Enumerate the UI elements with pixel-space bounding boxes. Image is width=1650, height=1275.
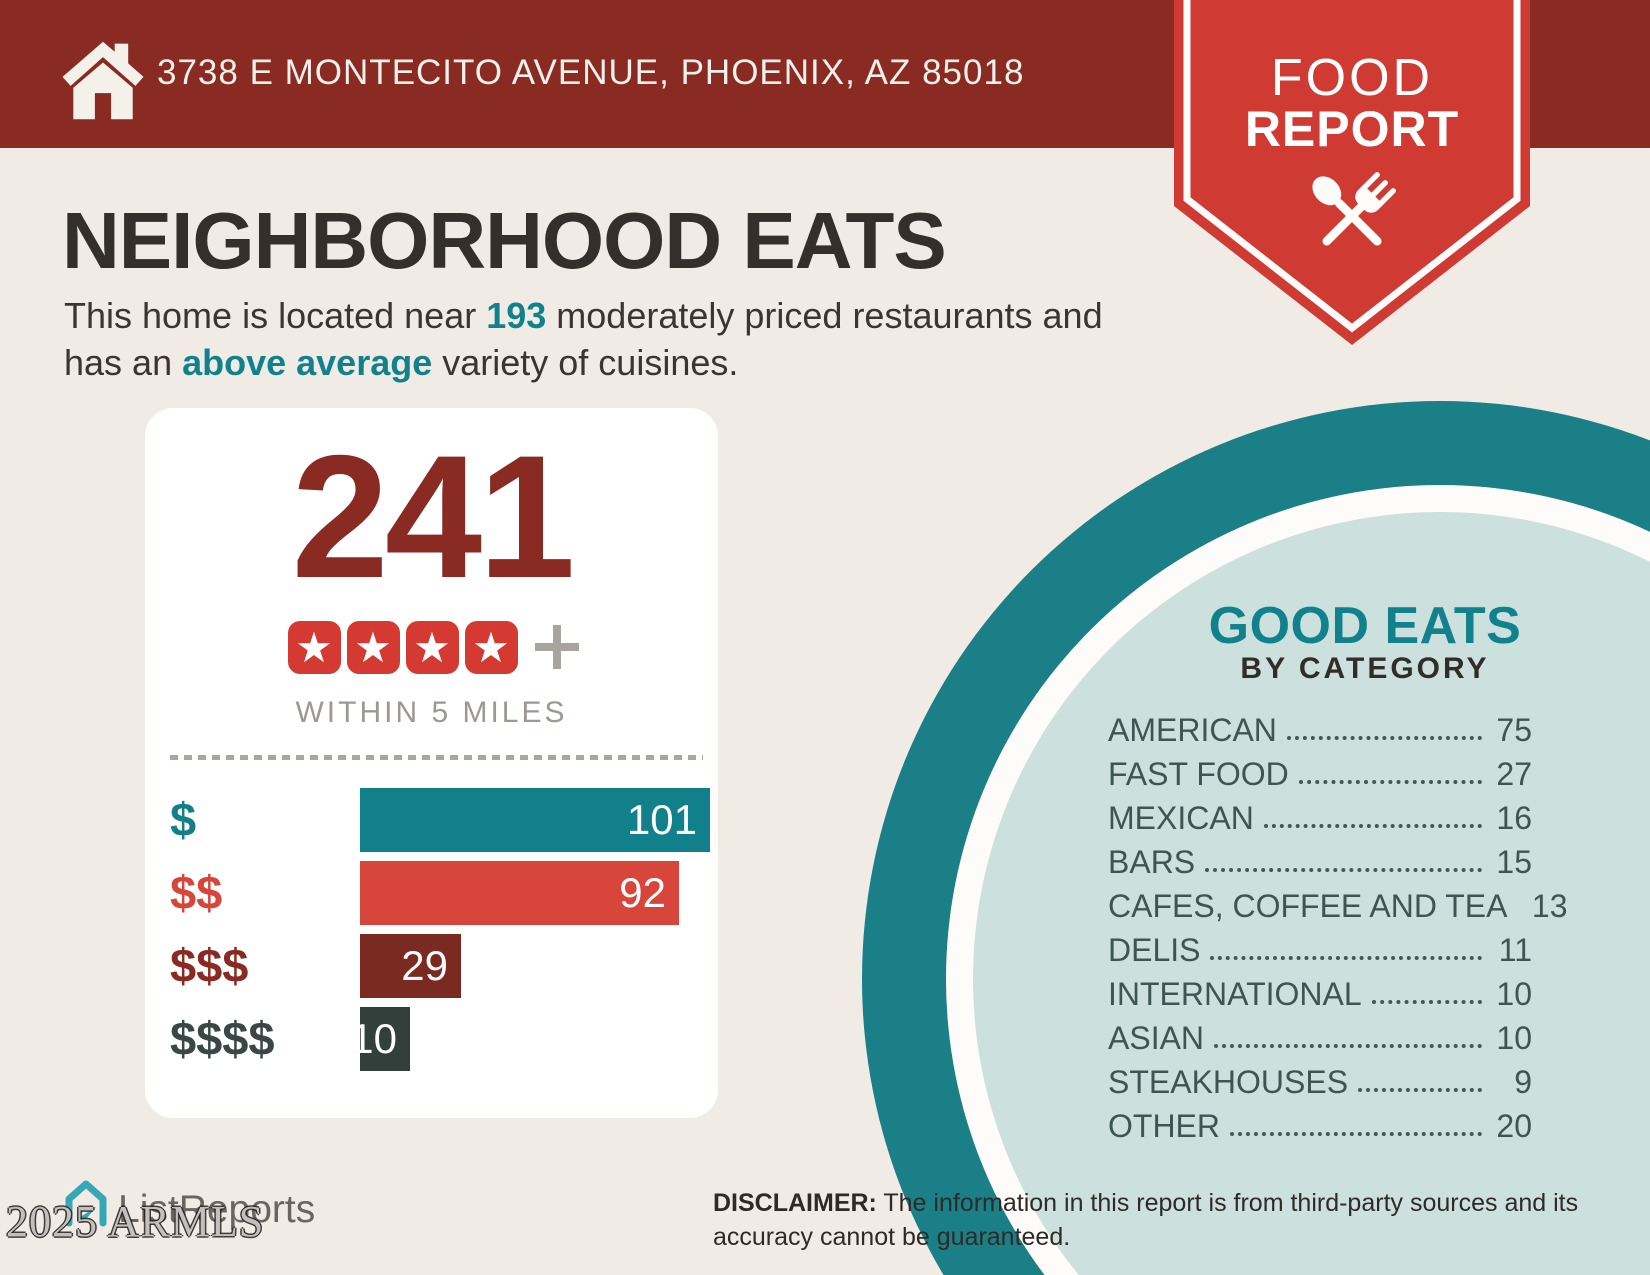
- category-label: OTHER: [1108, 1108, 1220, 1144]
- category-row: STEAKHOUSES 9: [1108, 1058, 1532, 1102]
- page-title: NEIGHBORHOOD EATS: [62, 196, 947, 285]
- category-label: FAST FOOD: [1108, 756, 1289, 792]
- price-bar-value: 29: [401, 942, 448, 989]
- intro-mid1: moderately priced restaurants and: [546, 295, 1103, 336]
- price-row: $$$ 29: [145, 934, 718, 998]
- ribbon-title-line2: REPORT: [1244, 101, 1460, 157]
- spoon-fork-icon: [1312, 172, 1396, 246]
- disclaimer-label: DISCLAIMER:: [713, 1189, 877, 1217]
- category-count: 11: [1498, 932, 1532, 968]
- good-eats-title: GOOD EATS: [1208, 597, 1522, 655]
- category-row: FAST FOOD 27: [1108, 750, 1532, 794]
- category-row: INTERNATIONAL 10: [1108, 970, 1532, 1014]
- category-row: ASIAN 10: [1108, 1014, 1532, 1058]
- category-row: DELIS 11: [1108, 926, 1532, 970]
- category-row: BARS 15: [1108, 838, 1532, 882]
- category-row: OTHER 20: [1108, 1102, 1532, 1146]
- total-restaurants: 241: [291, 420, 576, 615]
- price-bar-value: 101: [626, 796, 697, 843]
- intro-pre: This home is located near: [64, 295, 487, 336]
- star-icon: ★: [464, 620, 518, 674]
- dotted-leader: [1210, 956, 1482, 960]
- ribbon-title-line1: FOOD: [1270, 49, 1434, 107]
- good-eats-subtitle: BY CATEGORY: [1240, 652, 1490, 685]
- radius-label: WITHIN 5 MILES: [295, 696, 568, 729]
- price-row: $$$$ 10: [145, 1007, 718, 1071]
- price-tier-label: $: [170, 793, 197, 846]
- category-row: AMERICAN 75: [1108, 706, 1532, 750]
- price-bar: 10: [350, 1007, 410, 1071]
- price-tier-label: $$: [170, 866, 223, 919]
- price-chart: $101 $$ 92 $$$ 29 $$$$ 10: [145, 788, 718, 1080]
- category-count: 15: [1496, 844, 1532, 880]
- dotted-leader: [1205, 868, 1482, 872]
- price-bar: 92: [360, 861, 679, 925]
- category-count: 10: [1496, 1020, 1532, 1056]
- dotted-leader: [1358, 1088, 1482, 1092]
- price-bar-value: 92: [619, 869, 666, 916]
- category-label: AMERICAN: [1108, 712, 1277, 748]
- ribbon-shape: [1174, 0, 1530, 345]
- category-count: 20: [1496, 1108, 1532, 1144]
- food-report-ribbon: FOOD REPORT: [1174, 0, 1530, 348]
- category-label: ASIAN: [1108, 1020, 1205, 1056]
- category-count: 16: [1496, 800, 1532, 836]
- intro-post: variety of cuisines.: [432, 342, 739, 383]
- property-address: 3738 E MONTECITO AVENUE, PHOENIX, AZ 850…: [157, 53, 1025, 92]
- price-bar: 29: [360, 934, 461, 998]
- category-label: INTERNATIONAL: [1108, 976, 1362, 1012]
- category-label: DELIS: [1108, 932, 1201, 968]
- price-bar-value: 10: [350, 1015, 397, 1062]
- dotted-leader: [1286, 736, 1482, 740]
- category-count: 10: [1496, 976, 1532, 1012]
- category-label: MEXICAN: [1108, 800, 1254, 836]
- disclaimer-line1: The information in this report is from t…: [876, 1189, 1579, 1217]
- category-row: MEXICAN 16: [1108, 794, 1532, 838]
- variety-highlight: above average: [182, 342, 433, 383]
- category-count: 75: [1496, 712, 1532, 748]
- category-label: STEAKHOUSES: [1108, 1064, 1349, 1100]
- category-count: 9: [1514, 1064, 1532, 1100]
- disclaimer: DISCLAIMER: The information in this repo…: [713, 1186, 1613, 1254]
- dotted-leader: [1230, 1132, 1482, 1136]
- home-icon: [62, 41, 144, 120]
- disclaimer-line2: accuracy cannot be guaranteed.: [713, 1223, 1071, 1251]
- dotted-leader: [1371, 1000, 1482, 1004]
- category-label: BARS: [1108, 844, 1196, 880]
- price-bar: 101: [360, 788, 710, 852]
- price-tier-label: $$$: [170, 939, 249, 992]
- intro-mid2: has an: [64, 342, 183, 383]
- star-icon: ★: [405, 620, 459, 674]
- plus-icon: [534, 625, 579, 669]
- price-row: $101: [145, 788, 718, 852]
- category-list: AMERICAN 75 FAST FOOD 27 MEXICAN 16 BARS 15 CAFE…: [1108, 706, 1567, 1146]
- category-label: CAFES, COFFEE AND TEA: [1108, 888, 1508, 924]
- dotted-leader: [1298, 780, 1482, 784]
- category-count: 13: [1531, 888, 1568, 924]
- price-row: $$ 92: [145, 861, 718, 925]
- listreports-brand: ListReports: [118, 1188, 316, 1231]
- category-row: CAFES, COFFEE AND TEA 13: [1108, 882, 1567, 926]
- intro-text: This home is located near 193 moderately…: [64, 292, 1144, 386]
- stars-row: ★ ★ ★ ★: [145, 620, 718, 674]
- dashed-divider: [170, 755, 703, 760]
- category-count: 27: [1496, 756, 1532, 792]
- star-icon: ★: [346, 620, 400, 674]
- summary-card: 241 ★ ★ ★ ★ WITHIN 5 MILES $101 $$ 92 $$$ 29 $$$…: [145, 408, 718, 1118]
- restaurant-count: 193: [486, 295, 547, 336]
- star-icon: ★: [287, 620, 341, 674]
- listreports-logo-icon: [65, 1180, 107, 1227]
- watermark: 2025 ARMLS: [6, 1197, 265, 1246]
- dotted-leader: [1214, 1044, 1482, 1048]
- dotted-leader: [1263, 824, 1482, 828]
- price-tier-label: $$$$: [170, 1012, 275, 1065]
